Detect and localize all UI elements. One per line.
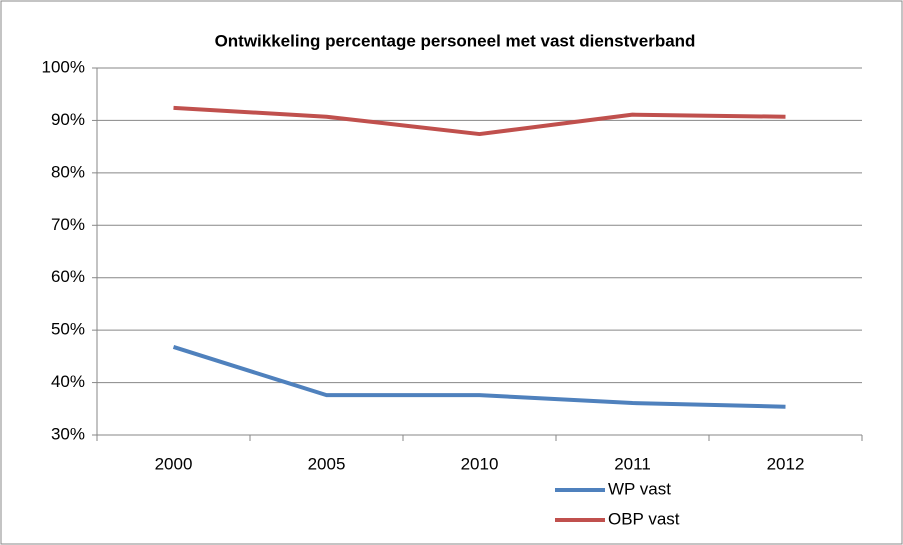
- x-tick-label: 2011: [614, 454, 651, 473]
- y-tick-label: 40%: [51, 372, 85, 391]
- y-tick-label: 70%: [51, 215, 85, 234]
- y-tick-label: 30%: [51, 424, 85, 443]
- legend-label: OBP vast: [608, 509, 680, 528]
- chart-title: Ontwikkeling percentage personeel met va…: [215, 31, 696, 50]
- legend-label: WP vast: [608, 479, 671, 498]
- y-tick-label: 80%: [51, 162, 85, 181]
- x-tick-label: 2012: [767, 454, 805, 473]
- x-tick-label: 2000: [155, 454, 193, 473]
- x-tick-label: 2005: [308, 454, 346, 473]
- y-tick-label: 50%: [51, 320, 85, 339]
- series-line: [172, 345, 786, 409]
- y-tick-label: 90%: [51, 110, 85, 129]
- series-line: [173, 105, 786, 137]
- x-tick-label: 2010: [461, 454, 499, 473]
- y-tick-label: 60%: [51, 267, 85, 286]
- y-tick-label: 100%: [42, 57, 85, 76]
